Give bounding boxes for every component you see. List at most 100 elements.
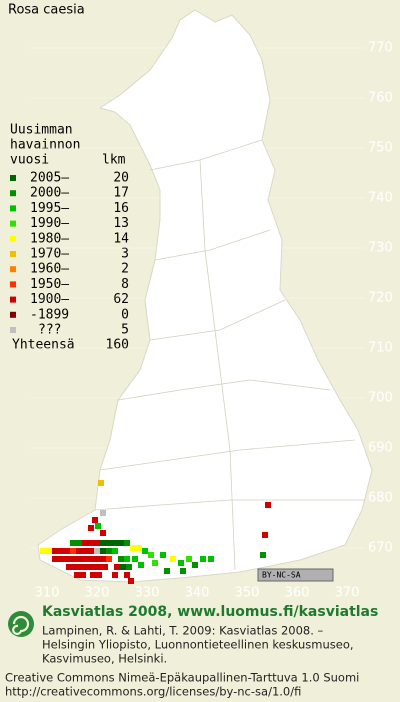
legend-total-count: 160 — [106, 338, 129, 353]
observation-square — [106, 548, 112, 554]
finland-outline — [37, 9, 373, 583]
observation-square — [142, 548, 148, 554]
observation-square — [152, 560, 158, 566]
observation-square — [74, 572, 80, 578]
legend-count: 5 — [121, 323, 129, 338]
legend-total-label: Yhteensä — [12, 338, 75, 353]
observation-square — [260, 552, 266, 558]
observation-square — [72, 564, 78, 570]
legend-header: vuosi — [10, 153, 49, 168]
legend-count: 17 — [113, 186, 129, 201]
legend-count-header: lkm — [102, 153, 126, 168]
x-grid-label: 340 — [185, 586, 210, 601]
observation-square — [52, 548, 58, 554]
legend-swatch — [10, 190, 16, 197]
observation-square — [132, 556, 138, 562]
license-badge: BY-NC-SA — [262, 571, 301, 580]
observation-square — [124, 556, 130, 562]
legend-label: 1960– — [30, 262, 69, 277]
legend-label: 1970– — [30, 247, 69, 262]
legend-count: 20 — [113, 171, 129, 186]
license-badge-bg — [257, 568, 334, 582]
observation-square — [88, 556, 94, 562]
y-grid-label: 670 — [368, 541, 393, 556]
x-grid-label: 370 — [335, 586, 360, 601]
observation-square — [106, 556, 112, 562]
observation-square — [76, 540, 82, 546]
legend-label: 2005– — [30, 171, 69, 186]
citation-line: Helsingin Yliopisto, Luonnontieteellinen… — [42, 638, 354, 652]
y-grid-label: 750 — [368, 141, 393, 156]
legend-swatch — [10, 251, 16, 257]
observation-square — [102, 564, 108, 570]
citation-line: Lampinen, R. & Lahti, T. 2009: Kasviatla… — [42, 624, 324, 638]
legend-label: ??? — [38, 323, 61, 338]
observation-square — [114, 564, 120, 570]
legend-count: 62 — [113, 292, 129, 307]
legend-label: 1995– — [30, 201, 69, 216]
legend-swatch — [10, 205, 16, 212]
legend-count: 2 — [121, 262, 129, 277]
y-grid-label: 770 — [368, 41, 393, 56]
observation-square — [124, 572, 130, 578]
observation-square — [106, 540, 112, 546]
legend-label: 2000– — [30, 186, 69, 201]
observation-square — [112, 548, 118, 554]
legend-label: 1980– — [30, 231, 69, 246]
observation-square — [265, 502, 271, 508]
legend-label: -1899 — [30, 307, 69, 322]
legend-label: 1900– — [30, 292, 69, 307]
x-grid-label: 330 — [135, 586, 160, 601]
observation-square — [88, 540, 94, 546]
citation-line: Kasvimuseo, Helsinki. — [42, 652, 167, 666]
observation-square — [120, 564, 126, 570]
observation-square — [148, 552, 154, 558]
legend-header: havainnon — [10, 138, 80, 153]
observation-square — [80, 572, 86, 578]
legend-count: 8 — [121, 277, 129, 292]
legend-swatch — [10, 311, 16, 318]
legend-count: 3 — [121, 247, 129, 262]
license-line: Creative Commons Nimeä-Epäkaupallinen-Ta… — [5, 671, 359, 685]
legend-swatch — [10, 235, 16, 242]
y-grid-label: 690 — [368, 441, 393, 456]
legend-label: 1950– — [30, 277, 69, 292]
y-grid-label: 700 — [368, 391, 393, 406]
observation-square — [164, 568, 170, 574]
x-grid-label: 350 — [235, 586, 260, 601]
observation-square — [66, 564, 72, 570]
observation-square — [178, 560, 184, 566]
observation-square — [58, 556, 64, 562]
observation-square — [160, 552, 166, 558]
legend-count: 14 — [113, 231, 129, 246]
observation-square — [95, 523, 101, 529]
x-grid-label: 310 — [35, 586, 60, 601]
observation-square — [82, 556, 88, 562]
observation-square — [100, 548, 106, 554]
observation-square — [262, 532, 268, 538]
observation-square — [100, 540, 106, 546]
observation-square — [112, 540, 118, 546]
observation-square — [126, 564, 132, 570]
observation-square — [118, 556, 124, 562]
observation-square — [76, 548, 82, 554]
y-grid-label: 680 — [368, 491, 393, 506]
x-grid-label: 320 — [85, 586, 110, 601]
observation-square — [138, 562, 144, 568]
observation-square — [90, 564, 96, 570]
observation-square — [128, 578, 134, 584]
legend-header: Uusimman — [10, 123, 73, 138]
observation-square — [96, 564, 102, 570]
observation-square — [64, 556, 70, 562]
y-grid-label: 730 — [368, 241, 393, 256]
observation-square — [52, 556, 58, 562]
legend-swatch — [10, 175, 16, 181]
observation-square — [100, 510, 106, 516]
observation-square — [94, 548, 100, 554]
observation-square — [88, 548, 94, 554]
observation-square — [64, 548, 70, 554]
observation-square — [46, 548, 52, 554]
observation-square — [208, 556, 214, 562]
observation-square — [96, 572, 102, 578]
